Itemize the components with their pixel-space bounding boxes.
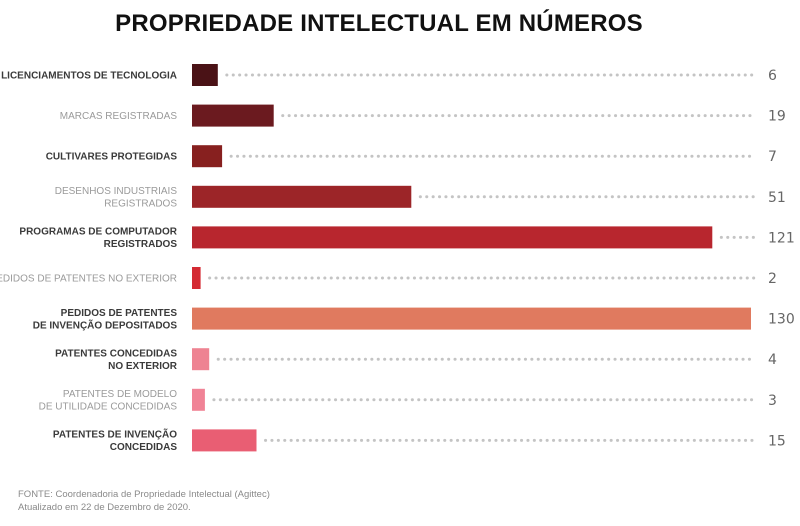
category-label: PATENTES DE MODELO DE UTILIDADE CONCEDIDA… (39, 389, 178, 413)
category-label: DESENHOS INDUSTRIAIS REGISTRADOS (55, 186, 178, 210)
category-label: PATENTES CONCEDIDAS NO EXTERIOR (55, 348, 178, 372)
update-note: Atualizado em 22 de Dezembro de 2020. (18, 502, 191, 513)
category-label: PEDIDOS DE PATENTES DE INVENÇÃO DEPOSITAD… (33, 308, 178, 332)
value-label: 51 (768, 190, 786, 206)
category-label: LICENCIAMENTOS DE TECNOLOGIA (1, 71, 177, 82)
chart-title: PROPRIEDADE INTELECTUAL EM NÚMEROS (115, 10, 643, 37)
bar (192, 429, 257, 452)
value-label: 3 (768, 393, 777, 409)
value-label: 6 (768, 68, 777, 84)
value-label: 19 (768, 109, 786, 125)
value-label: 7 (768, 149, 777, 165)
category-label: PROGRAMAS DE COMPUTADOR REGISTRADOS (19, 227, 177, 251)
value-label: 2 (768, 271, 777, 287)
category-label: CULTIVARES PROTEGIDAS (46, 152, 178, 163)
source-note: FONTE: Coordenadoria de Propriedade Inte… (18, 489, 270, 500)
bar (192, 388, 205, 411)
bar (192, 226, 713, 249)
bar (192, 307, 751, 330)
bar (192, 185, 412, 208)
bar (192, 64, 218, 86)
category-label: PATENTES DE INVENÇÃO CONCEDIDAS (53, 428, 177, 454)
category-label: PEDIDOS DE PATENTES NO EXTERIOR (0, 274, 177, 285)
value-label: 130 (768, 312, 795, 328)
bar (192, 145, 223, 168)
footer: FONTE: Coordenadoria de Propriedade Inte… (18, 488, 270, 514)
value-label: 15 (768, 433, 786, 449)
bar (192, 104, 274, 127)
value-label: 121 (768, 230, 795, 246)
value-label: 4 (768, 352, 777, 368)
bar (192, 267, 201, 289)
bar (192, 348, 210, 371)
category-label: MARCAS REGISTRADAS (60, 111, 178, 122)
